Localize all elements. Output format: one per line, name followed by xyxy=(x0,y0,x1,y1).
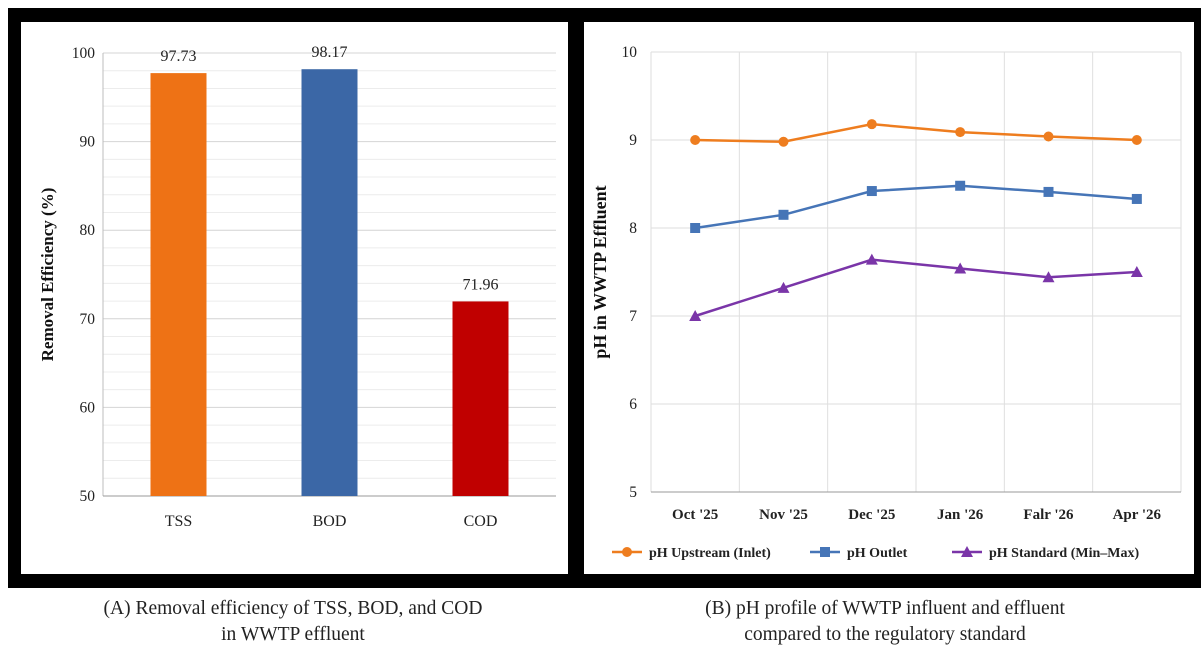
y-tick-label: 70 xyxy=(80,311,96,328)
legend-marker-2 xyxy=(820,547,830,557)
data-point-series-3 xyxy=(1130,266,1143,277)
x-tick-label: Nov '25 xyxy=(759,507,808,523)
data-point-series-2 xyxy=(1131,193,1142,204)
data-point-series-2 xyxy=(866,186,877,197)
y-tick-label: 60 xyxy=(80,399,96,416)
y-axis-title: pH in WWTP Effluent xyxy=(590,185,610,358)
data-point-series-2 xyxy=(690,223,701,233)
line-chart-svg: 5 6 7 8 9 10 Oct '25 Nov '25 Dec '25 Jan '26 Falr … xyxy=(590,44,1182,561)
bar-bod xyxy=(301,69,358,496)
data-point-series-3 xyxy=(777,281,790,293)
caption-a: (A) Removal efficiency of TSS, BOD, and … xyxy=(28,596,558,648)
legend-marker-1 xyxy=(622,547,632,557)
bar-cod xyxy=(452,301,509,496)
x-tick-label: BOD xyxy=(313,513,347,530)
x-tick-label: TSS xyxy=(165,513,193,530)
data-point-series-1 xyxy=(866,119,877,130)
legend-marker-3 xyxy=(961,546,973,557)
data-point-series-3 xyxy=(689,310,702,321)
y-tick-label: 8 xyxy=(629,220,637,237)
y-tick-label: 100 xyxy=(72,45,96,62)
x-tick-label: Apr '26 xyxy=(1113,507,1162,523)
panel-a-frame: 50 60 70 80 90 100 97.73 TSS 98.17 BOD 71.96 COD Rem… xyxy=(8,8,570,588)
data-label-tss: 97.73 xyxy=(161,48,197,65)
x-tick-label: COD xyxy=(464,513,498,530)
y-tick-label: 5 xyxy=(629,484,637,501)
legend-label-2: pH Outlet xyxy=(847,546,908,561)
data-point-series-3 xyxy=(954,262,967,274)
x-tick-label: Falr '26 xyxy=(1023,507,1074,523)
data-point-series-3 xyxy=(865,253,878,265)
data-point-series-2 xyxy=(778,209,789,220)
caption-a-line-1: (A) Removal efficiency of TSS, BOD, and … xyxy=(103,598,483,619)
x-tick-label: Jan '26 xyxy=(937,507,984,523)
series-line-2 xyxy=(694,184,1137,230)
series-line-1 xyxy=(695,122,1137,144)
caption-a-line-2: in WWTP effluent xyxy=(221,624,365,645)
series-line-3 xyxy=(694,258,1137,318)
y-tick-label: 80 xyxy=(80,222,96,239)
y-tick-label: 90 xyxy=(80,134,96,151)
y-tick-label: 7 xyxy=(629,308,637,325)
bar-tss xyxy=(150,73,207,497)
y-tick-label: 9 xyxy=(629,132,637,149)
x-tick-label: Oct '25 xyxy=(672,507,718,523)
data-label-bod: 98.17 xyxy=(312,44,348,61)
data-point-series-2 xyxy=(955,180,966,191)
removal-efficiency-chart: 50 60 70 80 90 100 97.73 TSS 98.17 BOD 71.96 COD Rem… xyxy=(21,22,568,574)
data-point-series-1 xyxy=(955,127,966,138)
y-axis-title: Removal Efficiency (%) xyxy=(38,188,57,362)
data-point-series-2 xyxy=(1043,186,1054,197)
y-tick-label: 50 xyxy=(80,488,96,505)
legend-label-1: pH Upstream (Inlet) xyxy=(649,546,771,561)
legend-label-3: pH Standard (Min–Max) xyxy=(989,546,1139,561)
ph-profile-chart: 5 6 7 8 9 10 Oct '25 Nov '25 Dec '25 Jan '26 Falr … xyxy=(584,22,1194,574)
data-point-series-1 xyxy=(1131,135,1142,145)
x-tick-label: Dec '25 xyxy=(848,507,895,523)
caption-b: (B) pH profile of WWTP influent and effl… xyxy=(585,596,1185,648)
y-tick-label: 10 xyxy=(622,44,638,61)
data-point-series-3 xyxy=(1042,271,1055,283)
y-tick-label: 6 xyxy=(629,396,637,413)
data-point-series-1 xyxy=(1043,131,1054,142)
caption-b-line-2: compared to the regulatory standard xyxy=(744,624,1026,645)
panel-b-frame: 5 6 7 8 9 10 Oct '25 Nov '25 Dec '25 Jan '26 Falr … xyxy=(570,8,1201,588)
caption-b-line-1: (B) pH profile of WWTP influent and effl… xyxy=(705,598,1065,619)
bar-chart-svg: 50 60 70 80 90 100 97.73 TSS 98.17 BOD 71.96 COD Rem… xyxy=(38,44,556,530)
data-label-cod: 71.96 xyxy=(463,276,499,293)
data-point-series-1 xyxy=(778,136,789,147)
data-point-series-1 xyxy=(690,135,701,145)
